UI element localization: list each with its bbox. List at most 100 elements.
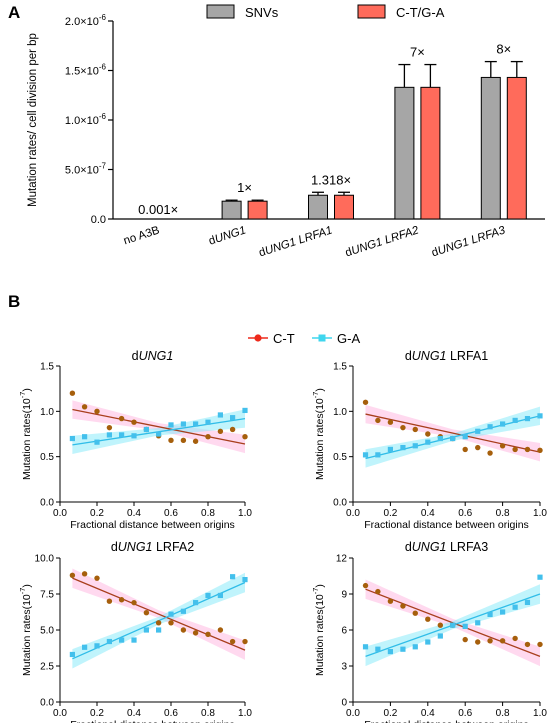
fold-change-annotation: 0.001× [138,202,178,217]
data-point-c-t [362,399,369,405]
data-point-c-t [375,417,381,424]
scatter-chart-2: dUNG1 LRFA1 0.0 0.5 1.0 1.5 0.0 0.2 0.4 0.6 0.8 1.… [311,349,547,531]
y-axis-label-exp: -7 [18,392,27,399]
data-point-g-a [362,644,369,650]
x-tick-label: 0.8 [496,708,510,719]
y-tick-label: 3 [341,662,347,673]
legend-label: G-A [337,331,360,346]
data-point-c-t [155,620,162,626]
data-point-c-t [462,636,468,643]
x-tick-label: 0.2 [90,708,104,719]
x-tick-label: 0.2 [90,508,104,519]
data-point-g-a [69,435,75,442]
legend-label: SNVs [245,5,279,20]
data-point-g-a [230,574,236,580]
category-label: dUNG1 [207,224,247,247]
data-point-c-t [168,437,174,444]
data-point-c-t [475,639,481,645]
data-point-g-a [94,643,100,649]
x-tick-label: 0.0 [346,508,360,519]
chart-title: dUNG1 LRFA3 [405,540,488,554]
chart-title-part-1: UNG1 [118,540,153,554]
y-tick-label-exp: -6 [99,112,107,121]
category-label-part-0: d [257,246,267,259]
data-point-g-a [500,609,506,615]
data-point-g-a [156,627,162,633]
x-tick-label: 1.0 [533,508,547,519]
y-axis-label-close: ) [314,388,326,392]
data-point-g-a [450,622,456,628]
data-point-c-t [205,434,211,440]
data-point-g-a [168,611,174,617]
data-point-c-t [487,450,493,456]
x-tick-label: 0.0 [346,708,360,719]
chart-title: dUNG1 LRFA2 [111,540,194,554]
data-point-g-a [143,627,149,633]
data-point-c-t [81,571,88,577]
x-tick-label: 0.6 [164,708,178,719]
panel-b-label: B [8,292,20,311]
data-point-c-t [242,434,248,440]
x-tick-label: 1.0 [533,708,547,719]
x-axis-label: Fractional distance between origins [364,519,529,531]
y-tick-label-base: 5.0×10 [65,165,99,177]
data-point-g-a [193,600,199,606]
data-point-c-t [462,446,468,453]
legend-label: C-T [273,331,295,346]
chart-title-part-1: UNG1 [412,540,447,554]
data-point-g-a [475,620,481,626]
data-point-g-a [375,646,381,652]
data-point-g-a [82,644,88,650]
y-tick-label: 0.0 [40,498,54,509]
y-axis-label: Mutation rates(10-7) [311,388,326,480]
data-point-c-t [118,415,125,422]
data-point-c-t [180,627,187,633]
data-point-c-t [499,443,506,449]
data-point-g-a [82,434,88,440]
fold-change-annotation: 1× [237,180,252,195]
chart-title-part-2: LRFA2 [153,540,195,554]
y-axis-label-exp: -7 [311,392,320,399]
data-point-c-t [192,630,199,636]
legend-swatch [357,4,386,19]
y-tick-label: 1.0 [40,407,54,418]
data-point-g-a [205,592,211,599]
bar [506,76,527,220]
y-tick-label-base: 2.0×10 [65,16,99,28]
y-tick-label: 1.0×10-6 [65,112,107,127]
data-point-c-t [229,638,236,645]
data-point-g-a [524,415,531,422]
y-tick-label: 7.5 [40,590,54,601]
data-point-c-t [512,446,518,453]
data-point-c-t [512,635,518,642]
data-point-g-a [512,604,518,610]
data-point-c-t [192,438,199,444]
data-point-c-t [69,390,76,396]
chart-title: dUNG1 LRFA1 [405,349,488,363]
y-tick-label: 12 [336,554,348,565]
data-point-c-t [106,424,113,431]
panel-a-label: A [8,3,20,22]
data-point-g-a [94,439,100,445]
data-point-c-t [524,446,531,453]
y-tick-label-exp: -6 [99,13,107,22]
y-axis-label: Mutation rates(10-7) [18,388,33,480]
fit-line [365,413,541,453]
y-tick-label: 9 [341,590,347,601]
y-axis-label-close: ) [314,584,326,588]
x-tick-label: 0.2 [383,508,397,519]
data-point-g-a [487,424,493,430]
data-point-g-a [156,431,162,437]
fit-line [72,408,246,445]
data-point-g-a [193,421,199,427]
data-point-g-a [131,637,137,643]
data-point-g-a [168,422,174,428]
data-point-g-a [362,452,369,458]
chart-title-part-1: UNG1 [412,349,447,363]
data-point-g-a [462,623,468,629]
data-point-g-a [524,599,531,605]
chart-title-part-0: d [132,349,139,363]
y-tick-label: 0.5 [40,452,54,463]
data-point-c-t [168,620,174,626]
